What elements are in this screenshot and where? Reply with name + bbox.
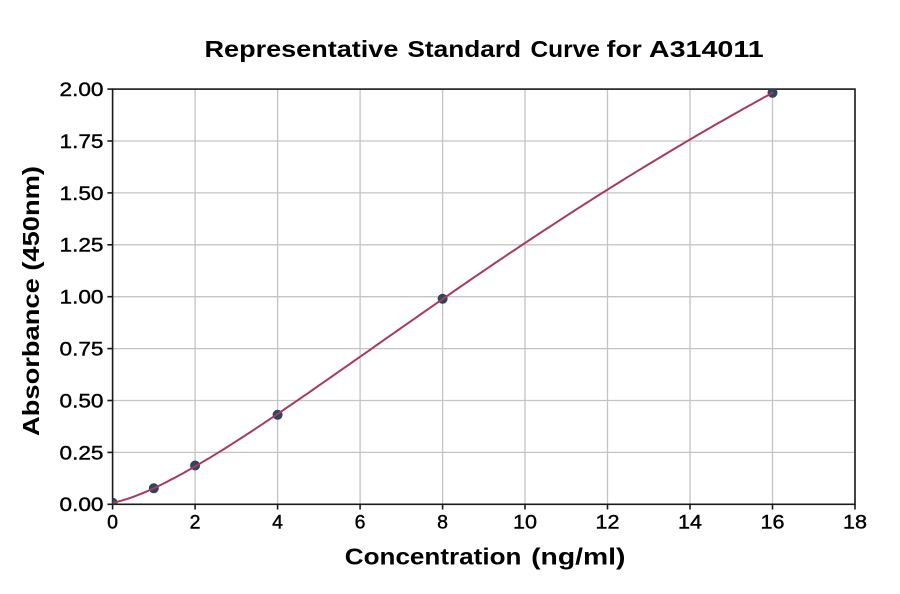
svg-text:12: 12 [596,512,620,534]
svg-text:1.00: 1.00 [60,287,104,309]
svg-text:18: 18 [843,512,867,534]
svg-text:1.50: 1.50 [60,183,104,205]
svg-text:14: 14 [678,512,702,534]
svg-text:Standard: Standard [407,36,521,62]
svg-text:0.75: 0.75 [60,339,104,361]
svg-text:6: 6 [355,512,366,534]
svg-text:4: 4 [272,512,283,534]
svg-text:0.00: 0.00 [60,494,104,516]
svg-text:(ng/ml): (ng/ml) [531,543,625,569]
svg-text:A314011: A314011 [649,36,764,62]
svg-text:10: 10 [513,512,537,534]
svg-text:8: 8 [437,512,448,534]
svg-text:Concentration: Concentration [345,543,522,569]
svg-text:Representative: Representative [205,36,399,62]
svg-text:Absorbance (450nm): Absorbance (450nm) [18,166,44,436]
svg-text:1.75: 1.75 [60,131,104,153]
svg-text:1.25: 1.25 [60,235,104,257]
svg-text:0: 0 [107,512,118,534]
svg-text:Curve: Curve [531,36,600,62]
svg-text:2: 2 [190,512,201,534]
svg-text:16: 16 [761,512,785,534]
svg-text:2.00: 2.00 [60,79,104,101]
svg-text:0.25: 0.25 [60,442,104,464]
svg-text:for: for [607,36,642,62]
svg-text:0.50: 0.50 [60,390,104,412]
